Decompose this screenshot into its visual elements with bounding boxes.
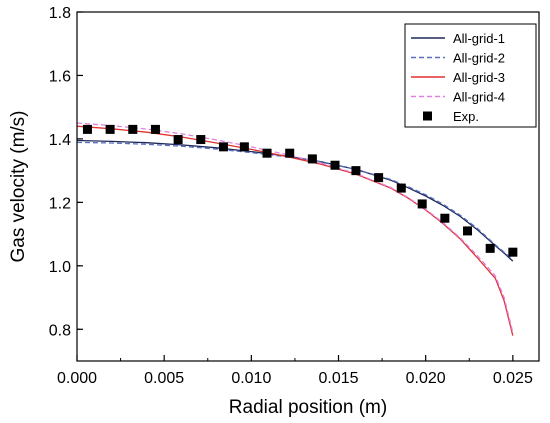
exp-data-point xyxy=(239,142,249,152)
exp-data-point xyxy=(374,173,384,183)
y-axis-title: Gas velocity (m/s) xyxy=(8,110,29,262)
plot-frame xyxy=(76,11,540,362)
legend-label: All-grid-2 xyxy=(453,51,505,66)
series-line-all-grid-2 xyxy=(76,141,514,260)
exp-data-point xyxy=(218,142,228,152)
exp-data-point xyxy=(150,124,160,134)
legend-box xyxy=(404,23,537,128)
y-tick-label: 1.6 xyxy=(49,68,71,85)
series-line-all-grid-4 xyxy=(76,122,514,333)
legend-label: All-grid-1 xyxy=(453,31,505,46)
y-tick-label: 1.4 xyxy=(49,132,71,149)
exp-data-point xyxy=(196,135,206,145)
x-tick-label: 0.005 xyxy=(144,370,184,387)
exp-data-point xyxy=(330,160,340,170)
series-lines xyxy=(76,122,514,336)
x-tick-label: 0.015 xyxy=(318,370,358,387)
y-tick-label: 1.2 xyxy=(49,195,71,212)
legend-swatch xyxy=(423,111,432,121)
exp-data-point xyxy=(262,148,272,158)
exp-data-point xyxy=(351,166,361,176)
legend-label: All-grid-3 xyxy=(453,70,505,85)
exp-data-point xyxy=(463,226,473,236)
exp-data-point xyxy=(396,183,406,193)
exp-data-point xyxy=(440,213,450,223)
exp-data-point xyxy=(82,124,92,134)
exp-data-point xyxy=(485,243,495,253)
x-axis-ticks: 0.000 0.005 0.010 0.015 0.020 0.025 xyxy=(57,355,533,387)
y-tick-label: 0.8 xyxy=(49,322,71,339)
x-axis-title: Radial position (m) xyxy=(229,397,387,418)
exp-data-point xyxy=(508,247,518,257)
exp-data-point xyxy=(417,199,427,209)
legend-label: Exp. xyxy=(453,109,479,124)
legend: All-grid-1 All-grid-2 All-grid-3 All-grid-4… xyxy=(404,23,537,128)
exp-data-point xyxy=(173,135,183,145)
y-tick-label: 1.0 xyxy=(49,259,71,276)
x-tick-label: 0.000 xyxy=(57,370,97,387)
exp-data-point xyxy=(105,124,115,134)
exp-data-point xyxy=(285,148,295,158)
exp-data-point xyxy=(307,154,317,164)
x-tick-label: 0.020 xyxy=(406,370,446,387)
x-tick-label: 0.010 xyxy=(231,370,271,387)
x-tick-label: 0.025 xyxy=(493,370,533,387)
exp-data-point xyxy=(128,124,138,134)
y-tick-label: 1.8 xyxy=(49,5,71,22)
legend-label: All-grid-4 xyxy=(453,90,505,105)
exp-markers xyxy=(82,124,518,257)
y-axis-ticks: 0.8 1.0 1.2 1.4 1.6 1.8 xyxy=(49,5,83,339)
